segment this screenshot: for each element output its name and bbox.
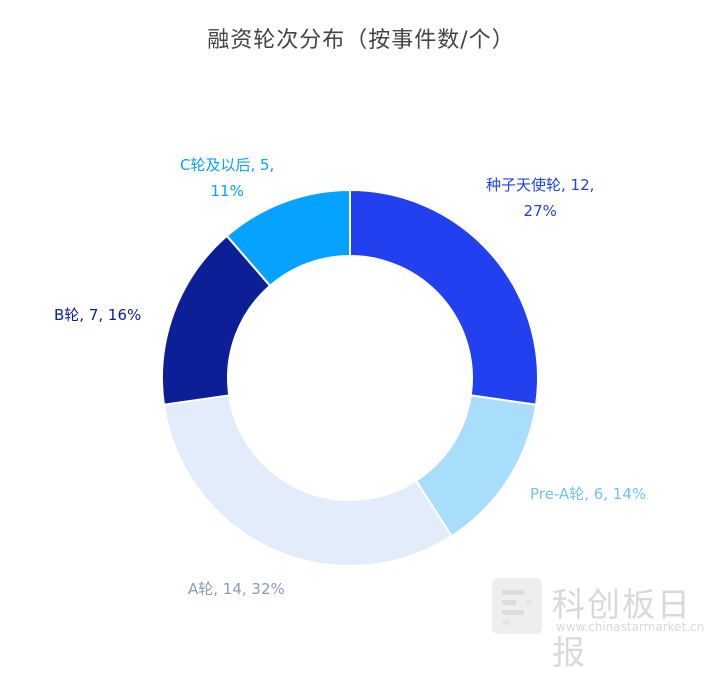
label-b-round: B轮, 7, 16% — [54, 302, 141, 328]
label-seed-angel-line1: 种子天使轮, 12, — [486, 176, 595, 194]
label-pre-a: Pre-A轮, 6, 14% — [530, 481, 646, 507]
donut-chart — [161, 188, 539, 567]
watermark-site: www.chinastarmarket.cn — [556, 620, 705, 634]
label-c-round-plus-line2: 11% — [210, 182, 244, 200]
label-b-round-line1: B轮, 7, 16% — [54, 306, 142, 324]
slice-c-round-plus — [225, 188, 351, 288]
label-c-round-plus: C轮及以后, 5, 11% — [180, 152, 274, 204]
label-pre-a-line1: Pre-A轮, 6, 14% — [530, 485, 647, 503]
watermark: 科创板日报 www.chinastarmarket.cn — [492, 576, 714, 672]
slice-seed-angel — [349, 188, 539, 406]
watermark-logo-icon — [492, 578, 542, 634]
slice-a-round — [162, 394, 454, 567]
label-a-round: A轮, 14, 32% — [188, 576, 285, 602]
label-seed-angel-line2: 27% — [523, 202, 557, 220]
label-c-round-plus-line1: C轮及以后, 5, — [180, 156, 275, 174]
label-seed-angel: 种子天使轮, 12, 27% — [486, 172, 594, 224]
chart-title: 融资轮次分布（按事件数/个） — [207, 28, 515, 53]
label-a-round-line1: A轮, 14, 32% — [188, 580, 285, 598]
